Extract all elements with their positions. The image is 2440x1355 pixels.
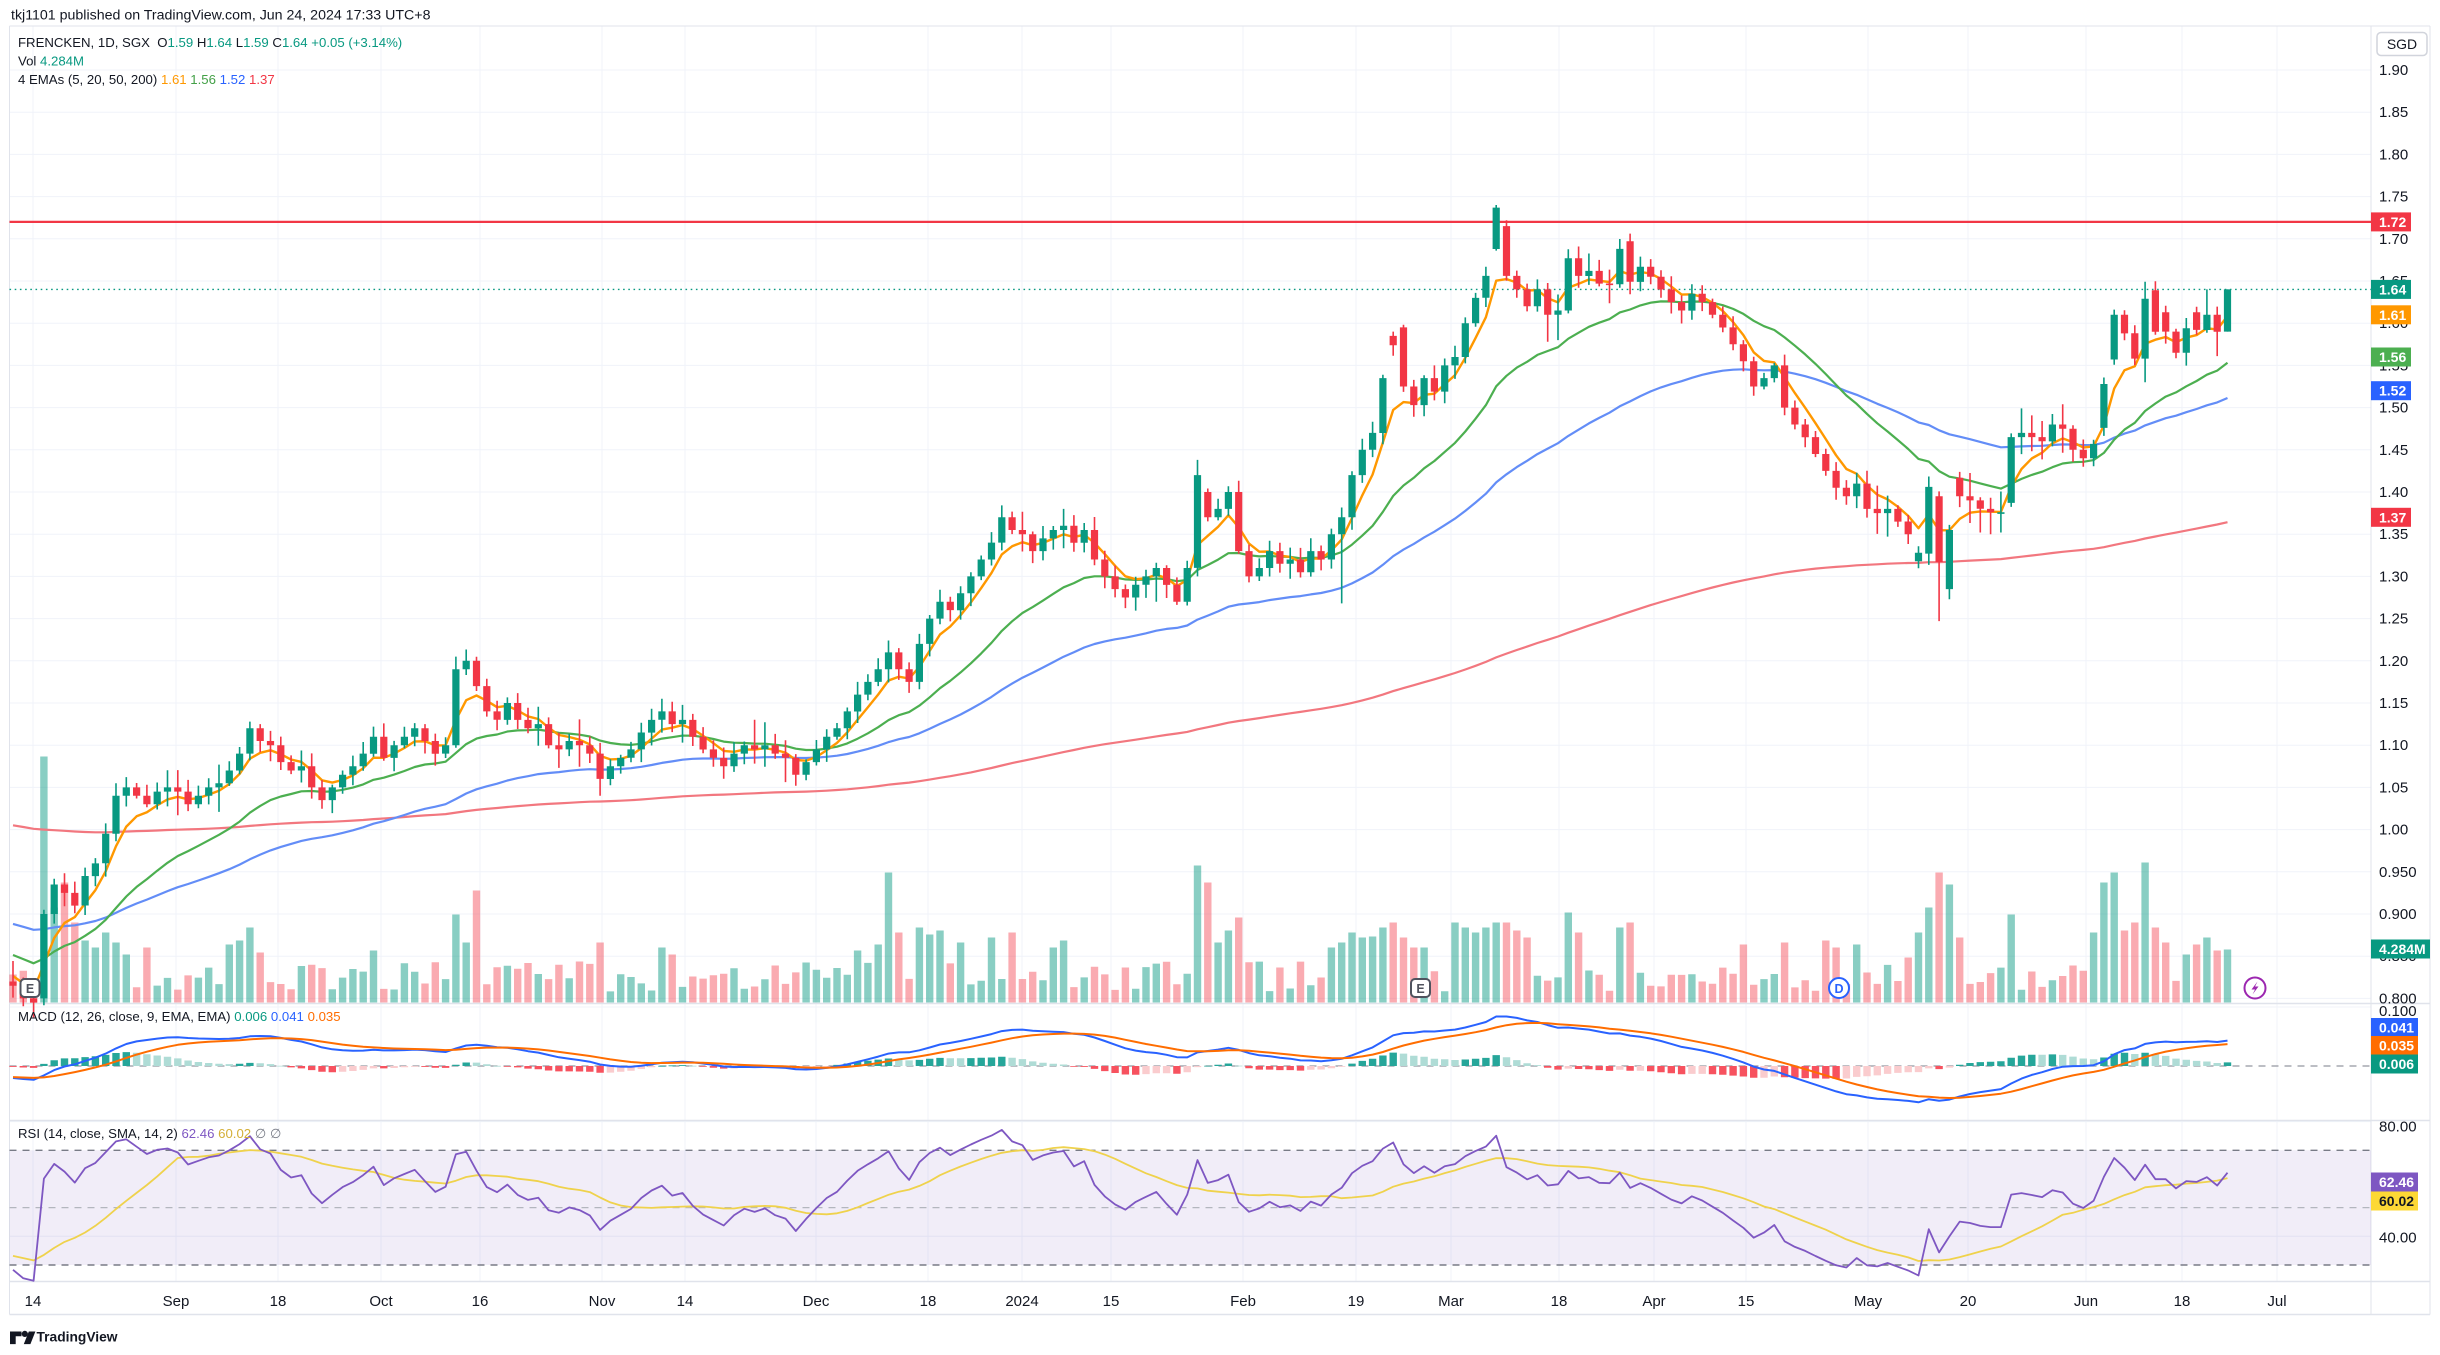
svg-text:1.56: 1.56: [2379, 349, 2406, 365]
svg-text:0.950: 0.950: [2379, 864, 2417, 881]
svg-text:Dec: Dec: [803, 1293, 830, 1310]
svg-text:Jul: Jul: [2267, 1293, 2286, 1310]
svg-text:0.100: 0.100: [2379, 1003, 2417, 1020]
svg-text:4.284M: 4.284M: [2379, 941, 2426, 957]
svg-text:0.900: 0.900: [2379, 906, 2417, 923]
svg-text:1.00: 1.00: [2379, 822, 2408, 839]
svg-text:RSI (14, close, SMA, 14, 2) 62: RSI (14, close, SMA, 14, 2) 62.46 60.02 …: [18, 1126, 281, 1141]
svg-text:18: 18: [2174, 1293, 2191, 1310]
svg-text:1.61: 1.61: [2379, 307, 2406, 323]
svg-text:May: May: [1854, 1293, 1883, 1310]
svg-text:tkj1101 published on TradingVi: tkj1101 published on TradingView.com, Ju…: [11, 8, 431, 24]
svg-text:16: 16: [472, 1293, 489, 1310]
svg-text:80.00: 80.00: [2379, 1119, 2417, 1136]
svg-text:1.72: 1.72: [2379, 214, 2406, 230]
svg-text:0.006: 0.006: [2379, 1056, 2414, 1072]
svg-text:0.041: 0.041: [2379, 1020, 2414, 1036]
svg-text:1.20: 1.20: [2379, 653, 2408, 670]
svg-text:60.02: 60.02: [2379, 1193, 2414, 1209]
svg-text:40.00: 40.00: [2379, 1229, 2417, 1246]
svg-text:14: 14: [677, 1293, 694, 1310]
svg-text:Feb: Feb: [1230, 1293, 1256, 1310]
svg-text:62.46: 62.46: [2379, 1174, 2414, 1190]
svg-text:Vol 4.284M: Vol 4.284M: [18, 54, 84, 69]
svg-text:1.50: 1.50: [2379, 400, 2408, 417]
svg-text:Nov: Nov: [589, 1293, 616, 1310]
svg-text:1.35: 1.35: [2379, 526, 2408, 543]
svg-text:14: 14: [25, 1293, 42, 1310]
svg-text:15: 15: [1738, 1293, 1755, 1310]
svg-text:18: 18: [1551, 1293, 1568, 1310]
svg-text:20: 20: [1960, 1293, 1977, 1310]
svg-text:2024: 2024: [1005, 1293, 1038, 1310]
svg-text:1.45: 1.45: [2379, 442, 2408, 459]
svg-text:1.80: 1.80: [2379, 146, 2408, 163]
svg-text:1.05: 1.05: [2379, 779, 2408, 796]
svg-text:4 EMAs (5, 20, 50, 200) 1.61 1: 4 EMAs (5, 20, 50, 200) 1.61 1.56 1.52 1…: [18, 72, 275, 87]
svg-text:1.70: 1.70: [2379, 231, 2408, 248]
svg-text:19: 19: [1348, 1293, 1365, 1310]
svg-text:E: E: [1416, 982, 1424, 996]
svg-text:Apr: Apr: [1642, 1293, 1665, 1310]
svg-text:1.37: 1.37: [2379, 509, 2406, 525]
svg-text:FRENCKEN, 1D, SGX O1.59 H1.64: FRENCKEN, 1D, SGX O1.59 H1.64 L1.59 C1.6…: [18, 35, 402, 50]
svg-text:18: 18: [270, 1293, 287, 1310]
svg-text:15: 15: [1103, 1293, 1120, 1310]
svg-text:Mar: Mar: [1438, 1293, 1464, 1310]
svg-text:0.800: 0.800: [2379, 990, 2417, 1007]
svg-text:1.25: 1.25: [2379, 611, 2408, 628]
svg-text:1.15: 1.15: [2379, 695, 2408, 712]
svg-text:SGD: SGD: [2387, 36, 2417, 52]
svg-text:18: 18: [920, 1293, 937, 1310]
svg-text:1.64: 1.64: [2379, 281, 2406, 297]
svg-text:MACD (12, 26, close, 9, EMA, E: MACD (12, 26, close, 9, EMA, EMA) 0.006 …: [18, 1009, 341, 1024]
svg-text:Oct: Oct: [369, 1293, 393, 1310]
svg-text:D: D: [1834, 982, 1843, 996]
svg-text:TradingView: TradingView: [37, 1330, 118, 1345]
svg-text:1.90: 1.90: [2379, 62, 2408, 79]
svg-text:E: E: [26, 982, 34, 996]
svg-text:1.10: 1.10: [2379, 737, 2408, 754]
svg-text:0.035: 0.035: [2379, 1038, 2414, 1054]
svg-text:1.30: 1.30: [2379, 568, 2408, 585]
svg-text:1.52: 1.52: [2379, 383, 2406, 399]
svg-text:Sep: Sep: [163, 1293, 190, 1310]
svg-text:1.40: 1.40: [2379, 484, 2408, 501]
svg-text:1.85: 1.85: [2379, 104, 2408, 121]
svg-text:1.75: 1.75: [2379, 189, 2408, 206]
svg-text:Jun: Jun: [2074, 1293, 2098, 1310]
